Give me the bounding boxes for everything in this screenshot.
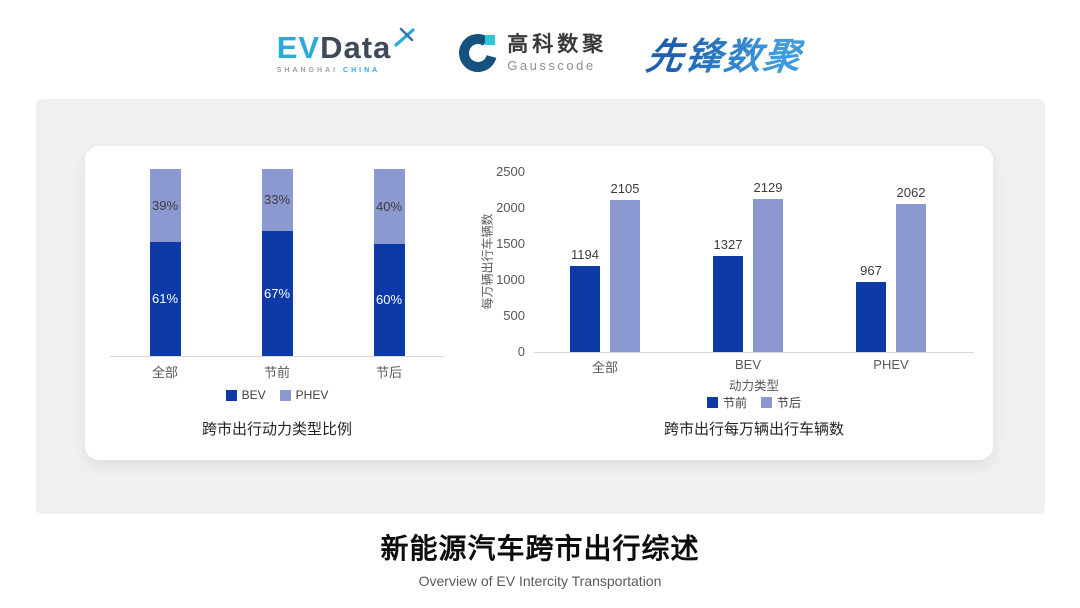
value-label: 2105 bbox=[610, 181, 640, 196]
legend: 节前 节后 bbox=[634, 394, 874, 411]
value-label: 1194 bbox=[571, 247, 599, 262]
legend-item: BEV bbox=[225, 388, 266, 402]
category-label: 节后 bbox=[375, 365, 402, 380]
y-tick-label: 1500 bbox=[496, 236, 525, 251]
right-chart-title: 跨市出行每万辆出行车辆数 bbox=[663, 421, 844, 438]
phev-bar-segment bbox=[149, 169, 181, 242]
left-chart-title: 跨市出行动力类型比例 bbox=[201, 421, 352, 438]
evdata-wordmark: EV Data bbox=[276, 27, 418, 65]
legend-label: 节后 bbox=[777, 396, 802, 410]
evdata-spark-icon bbox=[394, 27, 415, 47]
evdata-ev-text: EV bbox=[276, 30, 321, 65]
gausscode-g-icon bbox=[459, 34, 498, 72]
category-label: 全部 bbox=[591, 360, 618, 375]
x-axis-line bbox=[534, 352, 974, 353]
power-type-ratio-chart: 跨市出行动力类型比例 61% 39% 全部 67% 33% 节前 60% 40% 节后 BEV PH… bbox=[85, 146, 459, 460]
gausscode-en-text: Gausscode bbox=[507, 57, 596, 73]
pre-holiday-bar bbox=[570, 266, 600, 352]
legend-item: 节后 bbox=[761, 394, 801, 411]
evdata-data-text: Data bbox=[320, 30, 392, 65]
evdata-shanghai-text: SHANGHAI bbox=[276, 67, 339, 74]
charts-panel: 跨市出行动力类型比例 61% 39% 全部 67% 33% 节前 60% 40% 节后 BEV PH… bbox=[85, 146, 993, 460]
y-tick-label: 2500 bbox=[496, 164, 525, 179]
bev-percent-label: 60% bbox=[375, 292, 403, 307]
y-tick-label: 1000 bbox=[496, 272, 525, 287]
evdata-china-text: CHINA bbox=[343, 67, 381, 74]
post-holiday-bar bbox=[896, 204, 926, 352]
phev-bar-segment bbox=[373, 169, 405, 244]
bev-bar-segment bbox=[373, 244, 405, 356]
page-subtitle: Overview of EV Intercity Transportation bbox=[418, 573, 662, 589]
pioneer-logo: 先锋数聚 bbox=[644, 26, 806, 80]
charts-card: 跨市出行动力类型比例 61% 39% 全部 67% 33% 节前 60% 40% 节后 BEV PH… bbox=[36, 99, 1045, 514]
y-tick-label: 0 bbox=[517, 344, 525, 359]
y-tick-label: 500 bbox=[503, 308, 525, 323]
phev-percent-label: 39% bbox=[151, 197, 179, 213]
legend-label: BEV bbox=[241, 388, 266, 402]
page-title: 新能源汽车跨市出行综述 bbox=[380, 533, 700, 564]
legend: BEV PHEV bbox=[157, 388, 397, 402]
category-label: 节前 bbox=[263, 365, 290, 380]
x-axis-line bbox=[110, 356, 444, 357]
legend-swatch-icon bbox=[279, 389, 291, 401]
bev-bar-segment bbox=[261, 231, 293, 356]
value-label: 2062 bbox=[896, 185, 926, 200]
footer: 新能源汽车跨市出行综述 Overview of EV Intercity Tra… bbox=[0, 527, 1080, 589]
bev-percent-label: 67% bbox=[263, 285, 291, 301]
pre-holiday-bar bbox=[856, 282, 886, 352]
category-label: BEV bbox=[734, 357, 761, 372]
category-label: 全部 bbox=[151, 365, 178, 380]
evdata-logo: EV Data SHANGHAI CHINA bbox=[276, 27, 418, 74]
category-label: PHEV bbox=[873, 357, 909, 372]
value-label: 967 bbox=[860, 263, 882, 278]
per-10k-vehicles-chart: 跨市出行每万辆出行车辆数 0 500 1000 1500 2000 2500 每万辆出行车辆… bbox=[459, 146, 993, 460]
legend-label: 节前 bbox=[722, 396, 747, 410]
pioneer-text: 先锋数聚 bbox=[643, 26, 807, 80]
legend-swatch-icon bbox=[761, 397, 772, 408]
legend-swatch-icon bbox=[706, 397, 718, 408]
x-axis-title: 动力类型 bbox=[728, 379, 779, 393]
value-label: 1327 bbox=[713, 237, 743, 252]
legend-item: PHEV bbox=[279, 388, 329, 402]
legend-label: PHEV bbox=[295, 388, 329, 402]
value-label: 2129 bbox=[753, 180, 783, 195]
y-axis-title: 每万辆出行车辆数 bbox=[480, 213, 495, 310]
post-holiday-bar bbox=[753, 199, 783, 352]
post-holiday-bar bbox=[610, 200, 640, 352]
gausscode-logo: 高科数聚 Gausscode bbox=[457, 32, 607, 74]
bev-percent-label: 61% bbox=[151, 291, 179, 306]
evdata-subtitle: SHANGHAI CHINA bbox=[277, 67, 418, 74]
logo-header: EV Data SHANGHAI CHINA 高科数聚 Gausscode bbox=[0, 0, 1080, 96]
phev-percent-label: 40% bbox=[375, 198, 403, 214]
gausscode-cn-text: 高科数聚 bbox=[507, 33, 608, 57]
bev-bar-segment bbox=[149, 242, 181, 356]
phev-bar-segment bbox=[261, 169, 293, 231]
gausscode-text: 高科数聚 Gausscode bbox=[507, 33, 607, 72]
legend-item: 节前 bbox=[706, 394, 747, 411]
legend-swatch-icon bbox=[225, 389, 237, 401]
y-tick-label: 2000 bbox=[496, 200, 525, 215]
pre-holiday-bar bbox=[713, 256, 743, 352]
phev-percent-label: 33% bbox=[263, 192, 291, 207]
